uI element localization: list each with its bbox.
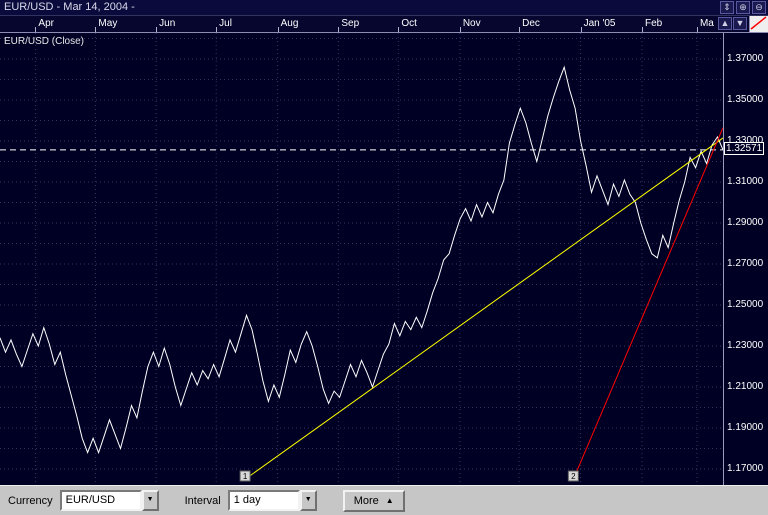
x-axis-row: Apr May Jun Jul Aug Sep Oct Nov Dec Jan '05 Feb Ma … — [0, 16, 768, 33]
price-tick-label: 1.17000 — [727, 463, 764, 474]
pan-up-button[interactable]: ▲ — [718, 17, 732, 30]
month-label: Dec — [522, 18, 540, 29]
interval-value[interactable]: 1 day — [227, 490, 300, 511]
month-label: Ma — [699, 18, 714, 29]
currency-dropdown-button[interactable]: ▼ — [141, 490, 159, 511]
month-tick — [95, 27, 97, 32]
month-label: Jan '05 — [583, 18, 616, 29]
trendline-2[interactable] — [572, 127, 723, 480]
month-tick — [35, 27, 37, 32]
collapse-arrow-icon: ▲ — [385, 496, 394, 505]
zoom-in-icon: ⊕ — [739, 2, 747, 12]
month-label: Nov — [462, 18, 481, 29]
trendline-tool-button[interactable] — [749, 16, 768, 32]
trendline-icon — [750, 16, 767, 30]
series-label: EUR/USD (Close) — [4, 36, 85, 47]
resize-vertical-button[interactable]: ⇕ — [720, 1, 734, 14]
price-tick-label: 1.19000 — [727, 422, 764, 433]
month-tick — [338, 27, 340, 32]
zoom-out-icon: ⊖ — [755, 2, 763, 12]
currency-label: Currency — [8, 494, 53, 507]
month-tick — [277, 27, 279, 32]
bottom-toolbar: Currency EUR/USD ▼ Interval 1 day ▼ More… — [0, 485, 768, 515]
interval-dropdown-button[interactable]: ▼ — [299, 490, 317, 511]
month-label: Aug — [280, 18, 299, 29]
up-arrow-icon: ▲ — [720, 18, 730, 28]
more-button[interactable]: More ▲ — [342, 489, 405, 512]
currency-select[interactable]: EUR/USD ▼ — [59, 490, 159, 511]
price-tick-label: 1.27000 — [727, 258, 764, 270]
month-label: Apr — [38, 18, 54, 29]
x-axis-months: Apr May Jun Jul Aug Sep Oct Nov Dec Jan '05 Feb Ma — [0, 16, 723, 32]
trendline-anchor-2[interactable] — [567, 470, 579, 482]
month-tick — [519, 27, 521, 32]
trendline-1[interactable] — [244, 137, 723, 480]
month-tick — [216, 27, 218, 32]
month-tick — [642, 27, 644, 32]
more-button-label: More — [353, 494, 379, 507]
trendline-anchor-label-2: 2 — [571, 472, 576, 481]
month-tick — [156, 27, 158, 32]
month-label: Jun — [159, 18, 176, 29]
month-label: Sep — [341, 18, 360, 29]
month-tick — [459, 27, 461, 32]
resize-vertical-icon: ⇕ — [723, 2, 731, 12]
price-tick-label: 1.29000 — [727, 217, 764, 229]
price-tick-label: 1.23000 — [727, 340, 764, 352]
price-tick-label: 1.35000 — [727, 94, 764, 106]
window-title: EUR/USD - Mar 14, 2004 - — [4, 1, 135, 13]
price-line — [0, 65, 723, 455]
month-tick — [398, 27, 400, 32]
price-tick-label: 1.37000 — [727, 53, 764, 65]
month-label: Feb — [645, 18, 663, 29]
trendline-anchor-1[interactable] — [239, 470, 251, 482]
price-tick-label: 1.25000 — [727, 299, 764, 311]
dropdown-arrow-icon: ▼ — [146, 496, 154, 503]
down-arrow-icon: ▼ — [735, 18, 745, 28]
price-tick-label: 1.33000 — [727, 135, 764, 147]
month-label: May — [98, 18, 118, 29]
zoom-in-button[interactable]: ⊕ — [736, 1, 750, 14]
price-tick-label: 1.21000 — [727, 381, 764, 392]
month-label: Jul — [219, 18, 232, 29]
price-axis: 1.37000 1.35000 1.33000 1.31000 1.29000 1.270… — [723, 33, 768, 485]
interval-select[interactable]: 1 day ▼ — [227, 490, 317, 511]
title-bar: EUR/USD - Mar 14, 2004 - ⇕ ⊕ ⊖ — [0, 0, 768, 16]
interval-label: Interval — [184, 494, 221, 507]
dropdown-arrow-icon: ▼ — [304, 496, 312, 503]
month-tick — [696, 27, 698, 32]
currency-value[interactable]: EUR/USD — [59, 490, 142, 511]
month-label: Oct — [401, 18, 417, 29]
current-price-label: 1.32571 — [724, 141, 765, 155]
month-tick — [580, 27, 582, 32]
pan-down-button[interactable]: ▼ — [733, 17, 747, 30]
titlebar-icons: ⇕ ⊕ ⊖ — [720, 1, 766, 14]
trendline-anchor-label-1: 1 — [243, 472, 248, 481]
zoom-out-button[interactable]: ⊖ — [752, 1, 766, 14]
scale-icons: ▲ ▼ — [718, 17, 747, 30]
price-tick-label: 1.31000 — [727, 176, 764, 188]
